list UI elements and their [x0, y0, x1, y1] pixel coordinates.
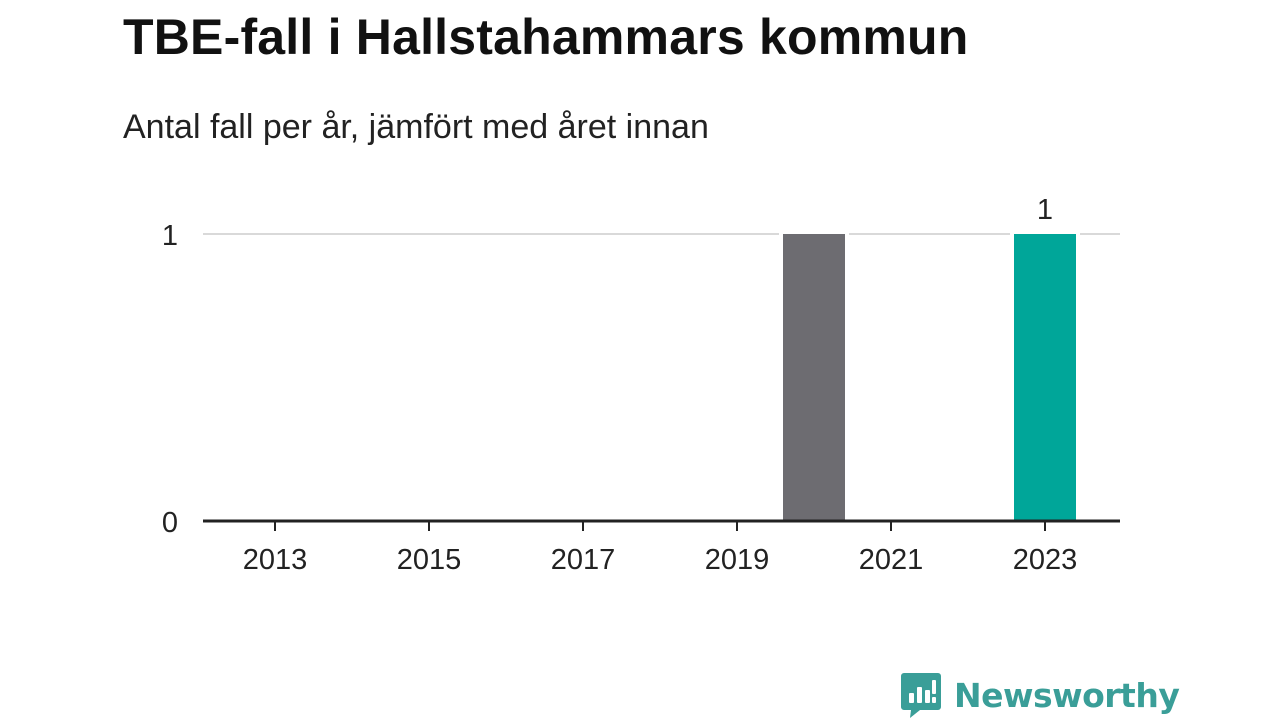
data-labels: 1 [1037, 194, 1053, 226]
bar-chart: 01 2013 2015 2017 2019 2021 2023 1 [162, 194, 1120, 576]
x-axis-labels: 2013 2015 2017 2019 2021 2023 [243, 544, 1078, 576]
newsworthy-logo: Newsworthy [900, 670, 1180, 720]
y-tick-label: 0 [162, 507, 178, 539]
bars [779, 231, 1080, 521]
x-tick-label: 2015 [397, 544, 462, 576]
data-label-2023: 1 [1037, 194, 1053, 226]
x-tick-label: 2013 [243, 544, 308, 576]
bar-chart-speech-bubble-icon [901, 673, 941, 718]
brand-name: Newsworthy [954, 675, 1180, 715]
chart-title: TBE-fall i Hallstahammars kommun [123, 9, 969, 65]
y-tick-label: 1 [162, 220, 178, 252]
x-tick-label: 2023 [1013, 544, 1078, 576]
x-tick-label: 2021 [859, 544, 924, 576]
x-tick-label: 2019 [705, 544, 770, 576]
y-axis-labels: 01 [162, 220, 178, 539]
x-axis [203, 519, 1120, 531]
x-tick-label: 2017 [551, 544, 616, 576]
bar-2020 [783, 234, 845, 521]
chart-subtitle: Antal fall per år, jämfört med året inna… [123, 108, 709, 146]
bar-2023 [1014, 234, 1076, 521]
